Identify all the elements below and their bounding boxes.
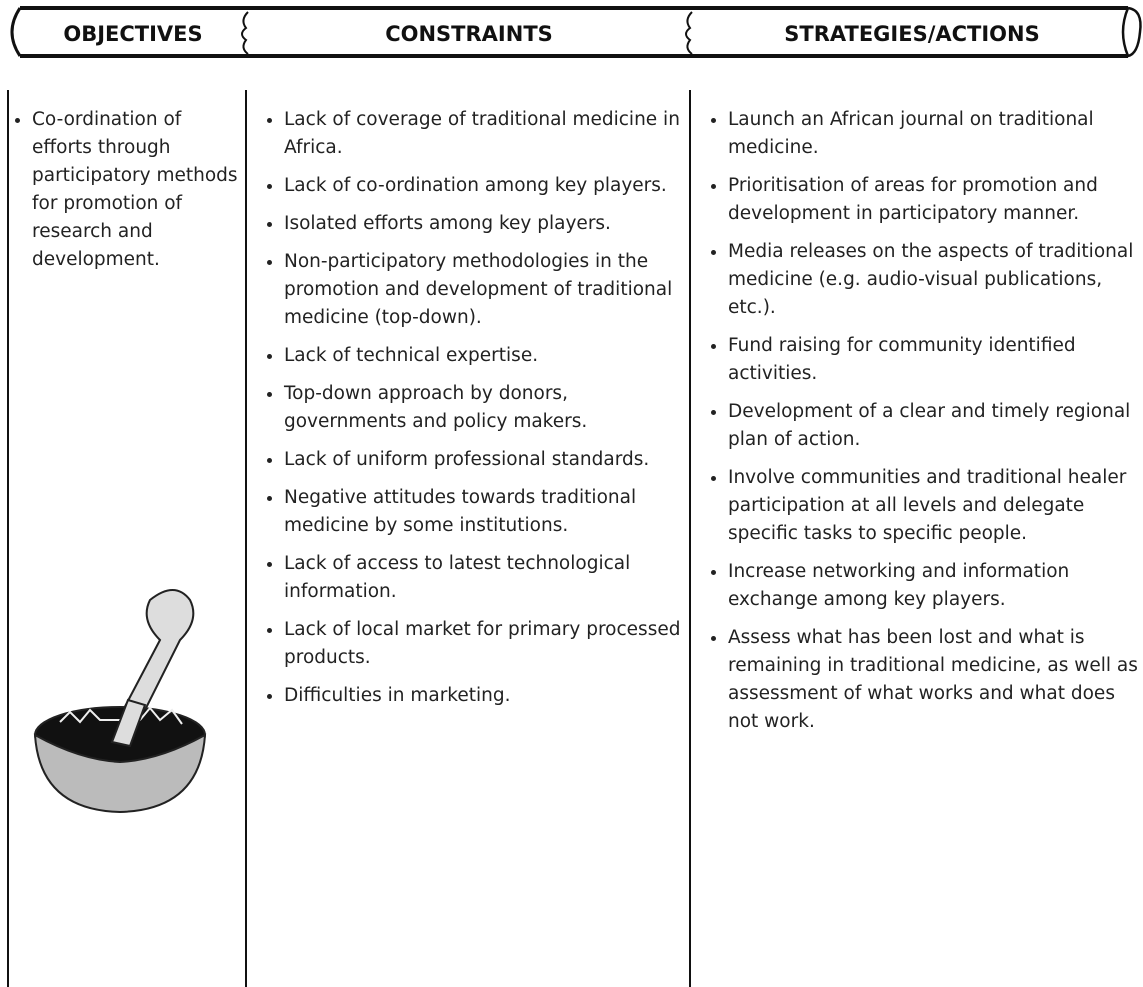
list-item: Lack of access to latest technological i…	[284, 550, 684, 606]
list-item: Isolated efforts among key players.	[284, 210, 684, 238]
strategies-column: Launch an African journal on traditional…	[708, 106, 1140, 746]
list-item: Negative attitudes towards traditional m…	[284, 484, 684, 540]
list-item: Lack of coverage of traditional medicine…	[284, 106, 684, 162]
column-header: STRATEGIES/ACTIONS	[784, 22, 1040, 46]
list-item: Lack of local market for primary process…	[284, 616, 684, 672]
constraints-column: Lack of coverage of traditional medicine…	[264, 106, 684, 720]
list-item: Prioritisation of areas for promotion an…	[728, 172, 1140, 228]
list-item: Lack of technical expertise.	[284, 342, 684, 370]
list-item: Development of a clear and timely region…	[728, 398, 1140, 454]
column-header: OBJECTIVES	[63, 22, 203, 46]
objectives-column: Co-ordination of efforts through partici…	[12, 106, 242, 284]
list-item: Assess what has been lost and what is re…	[728, 624, 1140, 736]
list-item: Involve communities and traditional heal…	[728, 464, 1140, 548]
mortar-pestle-icon	[33, 589, 207, 814]
list-item: Lack of co-ordination among key players.	[284, 172, 684, 200]
list-item: Increase networking and information exch…	[728, 558, 1140, 614]
list-item: Difficulties in marketing.	[284, 682, 684, 710]
list-item: Launch an African journal on traditional…	[728, 106, 1140, 162]
list-item: Fund raising for community identified ac…	[728, 332, 1140, 388]
list-item: Top-down approach by donors, governments…	[284, 380, 684, 436]
list-item: Non-participatory methodologies in the p…	[284, 248, 684, 332]
list-item: Lack of uniform professional standards.	[284, 446, 684, 474]
list-item: Media releases on the aspects of traditi…	[728, 238, 1140, 322]
column-header: CONSTRAINTS	[385, 22, 553, 46]
list-item: Co-ordination of efforts through partici…	[32, 106, 242, 274]
